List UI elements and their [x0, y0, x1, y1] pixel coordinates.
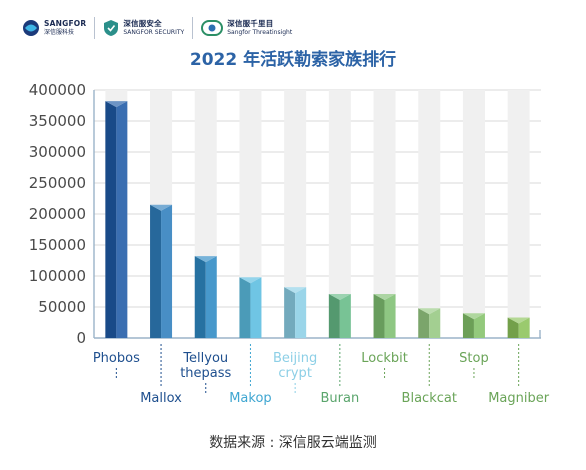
bar-right-face: [116, 101, 128, 338]
bar-cap: [150, 204, 173, 211]
x-category-label: Stop: [459, 351, 489, 366]
x-category-label-line: Blackcat: [402, 391, 457, 406]
bar-left-face: [373, 293, 385, 338]
bar-right-face: [161, 204, 173, 338]
y-tick-label: 350000: [29, 112, 86, 130]
bar-cap: [507, 317, 530, 324]
bar-cap: [105, 101, 128, 108]
x-category-label: Tellyou thepass: [180, 351, 231, 381]
logo-1-line2: 深信服科技: [44, 28, 75, 36]
bar-cap: [284, 287, 307, 294]
x-category-label-line: Magniber: [488, 391, 550, 406]
bar-right-face: [250, 277, 262, 338]
x-category-label-line: Mallox: [140, 391, 182, 406]
sangfor-logo-icon: [23, 20, 39, 36]
x-category-label: Lockbit: [361, 351, 408, 366]
logo-1-line1: SANGFOR: [44, 19, 87, 29]
y-tick-label: 50000: [38, 298, 86, 316]
logo-divider: [192, 17, 194, 39]
logo-2-line1: 深信服安全: [123, 19, 162, 29]
bar-right-face: [473, 313, 485, 338]
x-category-label: Buran: [320, 391, 359, 406]
bar-cap: [462, 313, 485, 320]
bar-right-face: [429, 308, 441, 338]
x-category-label-line: Phobos: [93, 351, 140, 366]
logo-3-line2: Sangfor Threatinsight: [227, 28, 293, 36]
logo-3-line1: 深信服千里目: [227, 19, 274, 29]
data-source-note: 数据来源 : 深信服云端监测: [209, 435, 377, 451]
x-category-label: Beijing crypt: [273, 351, 317, 381]
y-tick-label: 300000: [29, 143, 86, 161]
y-tick-label: 100000: [29, 267, 86, 285]
threatinsight-logo: 深信服千里目 Sangfor Threatinsight: [201, 19, 292, 37]
bar-left-face: [105, 101, 117, 338]
bar-background: [239, 90, 262, 338]
y-tick-label: 250000: [29, 174, 86, 192]
bar-left-face: [150, 204, 162, 338]
x-category-label: Blackcat: [402, 391, 457, 406]
bar-cap: [194, 256, 217, 263]
bar-background: [284, 90, 307, 338]
x-category-label: Makop: [229, 391, 271, 406]
logo-divider: [94, 17, 96, 39]
sangfor-logo: SANGFOR 深信服科技: [22, 19, 86, 37]
bar-left-face: [194, 256, 206, 338]
x-category-label: Mallox: [140, 391, 182, 406]
chart-title: 2022 年活跃勒索家族排行: [189, 50, 397, 70]
bar-right-face: [518, 317, 530, 338]
x-category-label-line: Tellyou: [182, 351, 228, 366]
bar-left-face: [284, 287, 296, 338]
bar-right-face: [339, 293, 351, 338]
y-tick-label: 400000: [29, 81, 86, 99]
logo-bar: SANGFOR 深信服科技 深信服安全 SANGFOR SECURITY 深信服…: [22, 14, 292, 42]
x-category-label-line: Buran: [320, 391, 359, 406]
bar-background: [462, 90, 485, 338]
bar-cap: [239, 277, 262, 284]
x-category-label: Magniber: [488, 391, 550, 406]
x-category-label-line: Lockbit: [361, 351, 408, 366]
eye-icon: [201, 20, 224, 36]
y-tick-label: 150000: [29, 236, 86, 254]
bar-left-face: [418, 308, 430, 338]
bar-left-face: [239, 277, 251, 338]
bar-right-face: [384, 293, 396, 338]
x-category-label-line: Beijing: [273, 351, 317, 366]
bar-left-face: [328, 293, 340, 338]
x-category-label-line: thepass: [180, 366, 231, 381]
bar-background: [328, 90, 351, 338]
y-tick-label: 200000: [29, 205, 86, 223]
x-category-label-line: Makop: [229, 391, 271, 406]
bar-cap: [418, 308, 441, 315]
bar-left-face: [507, 317, 519, 338]
y-tick-label: 0: [76, 329, 86, 347]
bar-background: [418, 90, 441, 338]
bar-background: [373, 90, 396, 338]
shield-icon: [104, 20, 119, 36]
bar-background: [507, 90, 530, 338]
bar-right-face: [205, 256, 217, 338]
bar-right-face: [295, 287, 307, 338]
bar-left-face: [462, 313, 474, 338]
x-category-label: Phobos: [93, 351, 140, 366]
logo-2-line2: SANGFOR SECURITY: [123, 28, 185, 36]
x-category-label-line: Stop: [459, 351, 489, 366]
sangfor-security-logo: 深信服安全 SANGFOR SECURITY: [103, 19, 184, 37]
bar-cap: [373, 293, 396, 300]
x-category-label-line: crypt: [278, 366, 312, 381]
bar-cap: [328, 293, 351, 300]
